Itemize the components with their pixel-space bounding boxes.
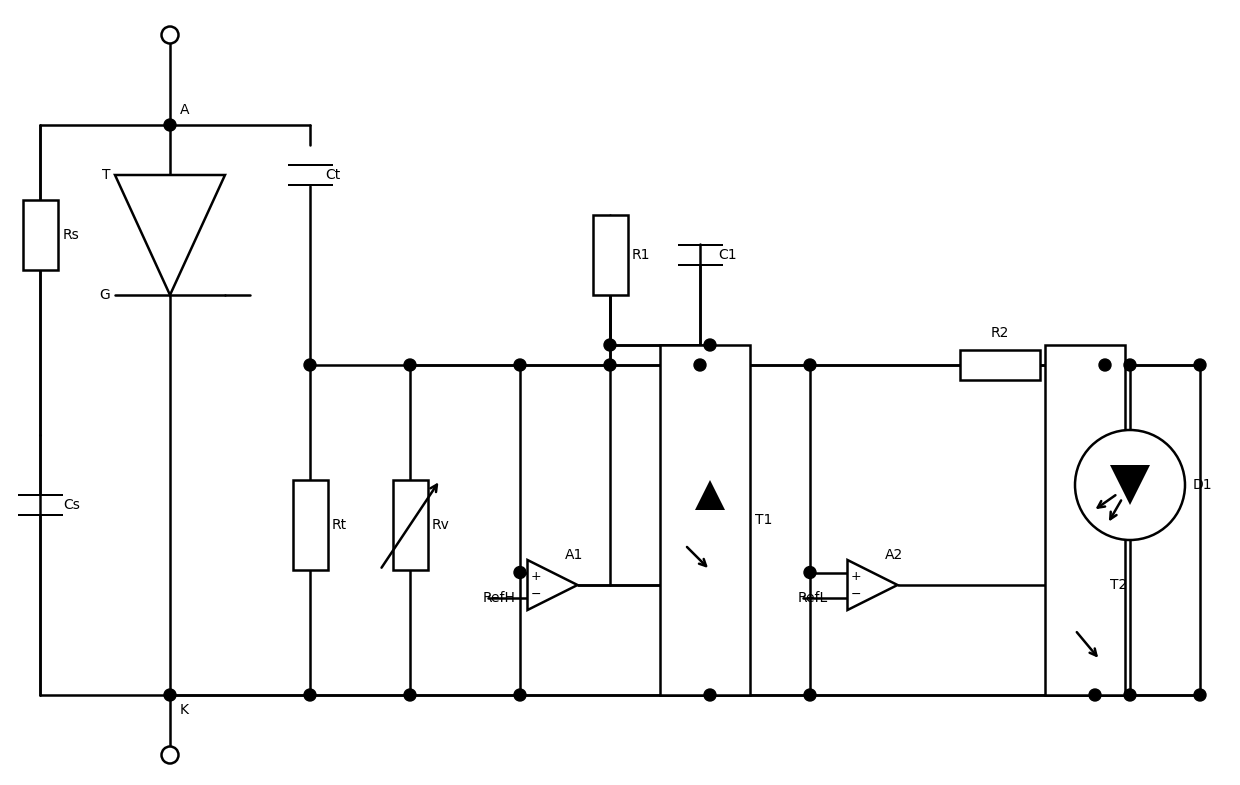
Circle shape: [515, 567, 526, 579]
Circle shape: [404, 359, 415, 371]
FancyBboxPatch shape: [17, 514, 62, 516]
Circle shape: [164, 689, 176, 701]
Text: Cs: Cs: [63, 498, 79, 512]
Circle shape: [704, 689, 715, 701]
Circle shape: [704, 339, 715, 351]
Circle shape: [604, 339, 616, 351]
FancyBboxPatch shape: [593, 215, 627, 295]
Text: Ct: Ct: [325, 168, 340, 182]
Text: A1: A1: [565, 548, 583, 562]
Circle shape: [604, 359, 616, 371]
Text: Rs: Rs: [63, 228, 79, 242]
FancyBboxPatch shape: [660, 345, 750, 695]
Text: T1: T1: [755, 513, 773, 527]
Text: Rt: Rt: [332, 518, 347, 532]
FancyBboxPatch shape: [288, 184, 332, 186]
FancyBboxPatch shape: [293, 480, 327, 570]
Text: RefH: RefH: [482, 590, 516, 604]
FancyBboxPatch shape: [393, 480, 428, 570]
Circle shape: [1194, 359, 1207, 371]
Circle shape: [1089, 689, 1101, 701]
Circle shape: [161, 747, 179, 764]
FancyBboxPatch shape: [960, 350, 1040, 380]
Text: RefL: RefL: [797, 590, 828, 604]
Circle shape: [164, 119, 176, 131]
Circle shape: [161, 27, 179, 43]
Text: A: A: [180, 103, 190, 117]
Text: R1: R1: [632, 248, 651, 262]
Polygon shape: [847, 560, 898, 610]
Text: T2: T2: [1110, 578, 1127, 592]
FancyBboxPatch shape: [22, 200, 57, 270]
Circle shape: [404, 689, 415, 701]
Circle shape: [515, 689, 526, 701]
FancyBboxPatch shape: [677, 265, 723, 266]
Polygon shape: [115, 175, 224, 295]
Text: Rv: Rv: [432, 518, 450, 532]
Circle shape: [304, 359, 316, 371]
Text: −: −: [531, 587, 541, 601]
Circle shape: [1075, 430, 1185, 540]
Text: −: −: [851, 587, 862, 601]
FancyBboxPatch shape: [17, 495, 62, 496]
Text: G: G: [99, 288, 110, 302]
Circle shape: [804, 359, 816, 371]
Polygon shape: [694, 480, 725, 510]
Circle shape: [515, 359, 526, 371]
Circle shape: [804, 689, 816, 701]
Circle shape: [1123, 359, 1136, 371]
FancyBboxPatch shape: [288, 164, 332, 166]
Circle shape: [1099, 359, 1111, 371]
Text: +: +: [851, 569, 862, 582]
FancyBboxPatch shape: [677, 244, 723, 246]
Text: R2: R2: [991, 326, 1009, 340]
Polygon shape: [1110, 465, 1149, 505]
Circle shape: [304, 689, 316, 701]
Text: D1: D1: [1193, 478, 1213, 492]
Polygon shape: [527, 560, 578, 610]
Text: K: K: [180, 703, 188, 717]
Text: A2: A2: [885, 548, 903, 562]
Text: C1: C1: [718, 248, 737, 262]
FancyBboxPatch shape: [1045, 345, 1125, 695]
Circle shape: [1123, 689, 1136, 701]
Text: +: +: [531, 569, 542, 582]
Circle shape: [1194, 689, 1207, 701]
Circle shape: [804, 567, 816, 579]
Text: T: T: [102, 168, 110, 182]
Circle shape: [694, 359, 706, 371]
